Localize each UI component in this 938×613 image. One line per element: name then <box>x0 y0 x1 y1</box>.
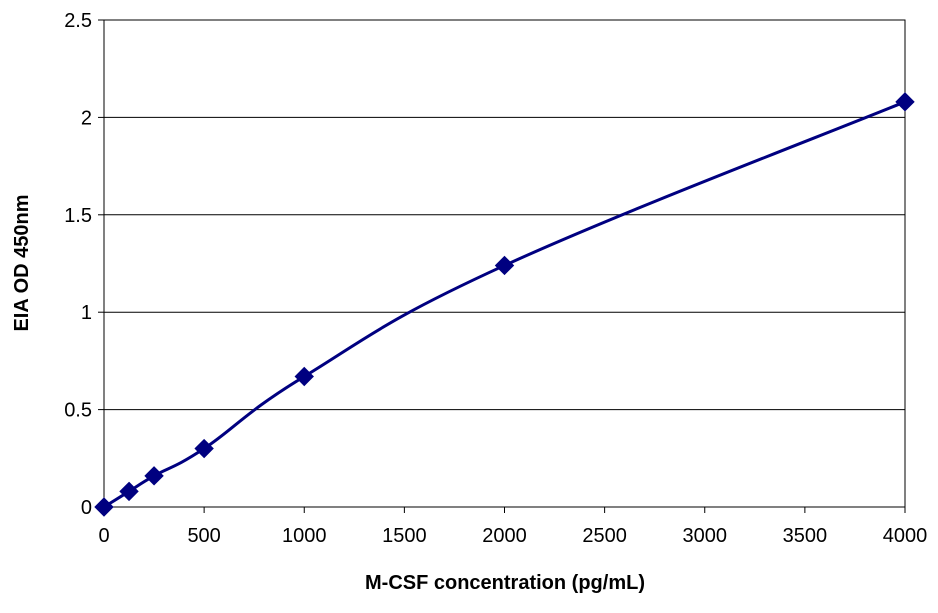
data-point-marker <box>294 366 314 387</box>
x-tick-label: 1500 <box>382 525 427 547</box>
series-layer <box>103 100 906 509</box>
data-point-marker <box>144 466 164 486</box>
y-tick-label: 0.5 <box>64 400 92 422</box>
x-tick-label: 4000 <box>883 525 928 547</box>
data-point-marker <box>119 481 139 502</box>
y-axis-title: EIA OD 450nm <box>11 194 33 331</box>
x-tick-label: 2000 <box>482 525 527 547</box>
x-tick-label: 3500 <box>783 525 828 547</box>
data-point-marker <box>94 497 114 517</box>
y-tick-label: 1 <box>81 302 92 324</box>
plot-area-frame <box>103 19 906 508</box>
y-tick-label: 2.5 <box>64 10 92 32</box>
tick-label-layer: 0 0.5 1 1.5 2 2.5 0 500 1000 1500 2000 2500 3000 3500… <box>64 10 927 547</box>
x-axis-title: M-CSF concentration (pg/mL) <box>365 572 645 594</box>
grid-layer <box>104 19 905 411</box>
series-line <box>103 100 906 509</box>
x-tick-label: 500 <box>187 525 220 547</box>
y-tick-label: 0 <box>81 497 92 519</box>
y-tick-label: 1.5 <box>64 205 92 227</box>
data-point-marker <box>494 255 515 276</box>
marker-layer <box>94 92 915 517</box>
x-tick-label: 2500 <box>582 525 627 547</box>
x-tick-label: 0 <box>98 525 109 547</box>
x-tick-label: 3000 <box>683 525 728 547</box>
x-tick-label: 1000 <box>282 525 327 547</box>
data-point-marker <box>194 438 214 459</box>
data-point-marker <box>895 92 915 112</box>
y-tick-label: 2 <box>81 107 92 129</box>
